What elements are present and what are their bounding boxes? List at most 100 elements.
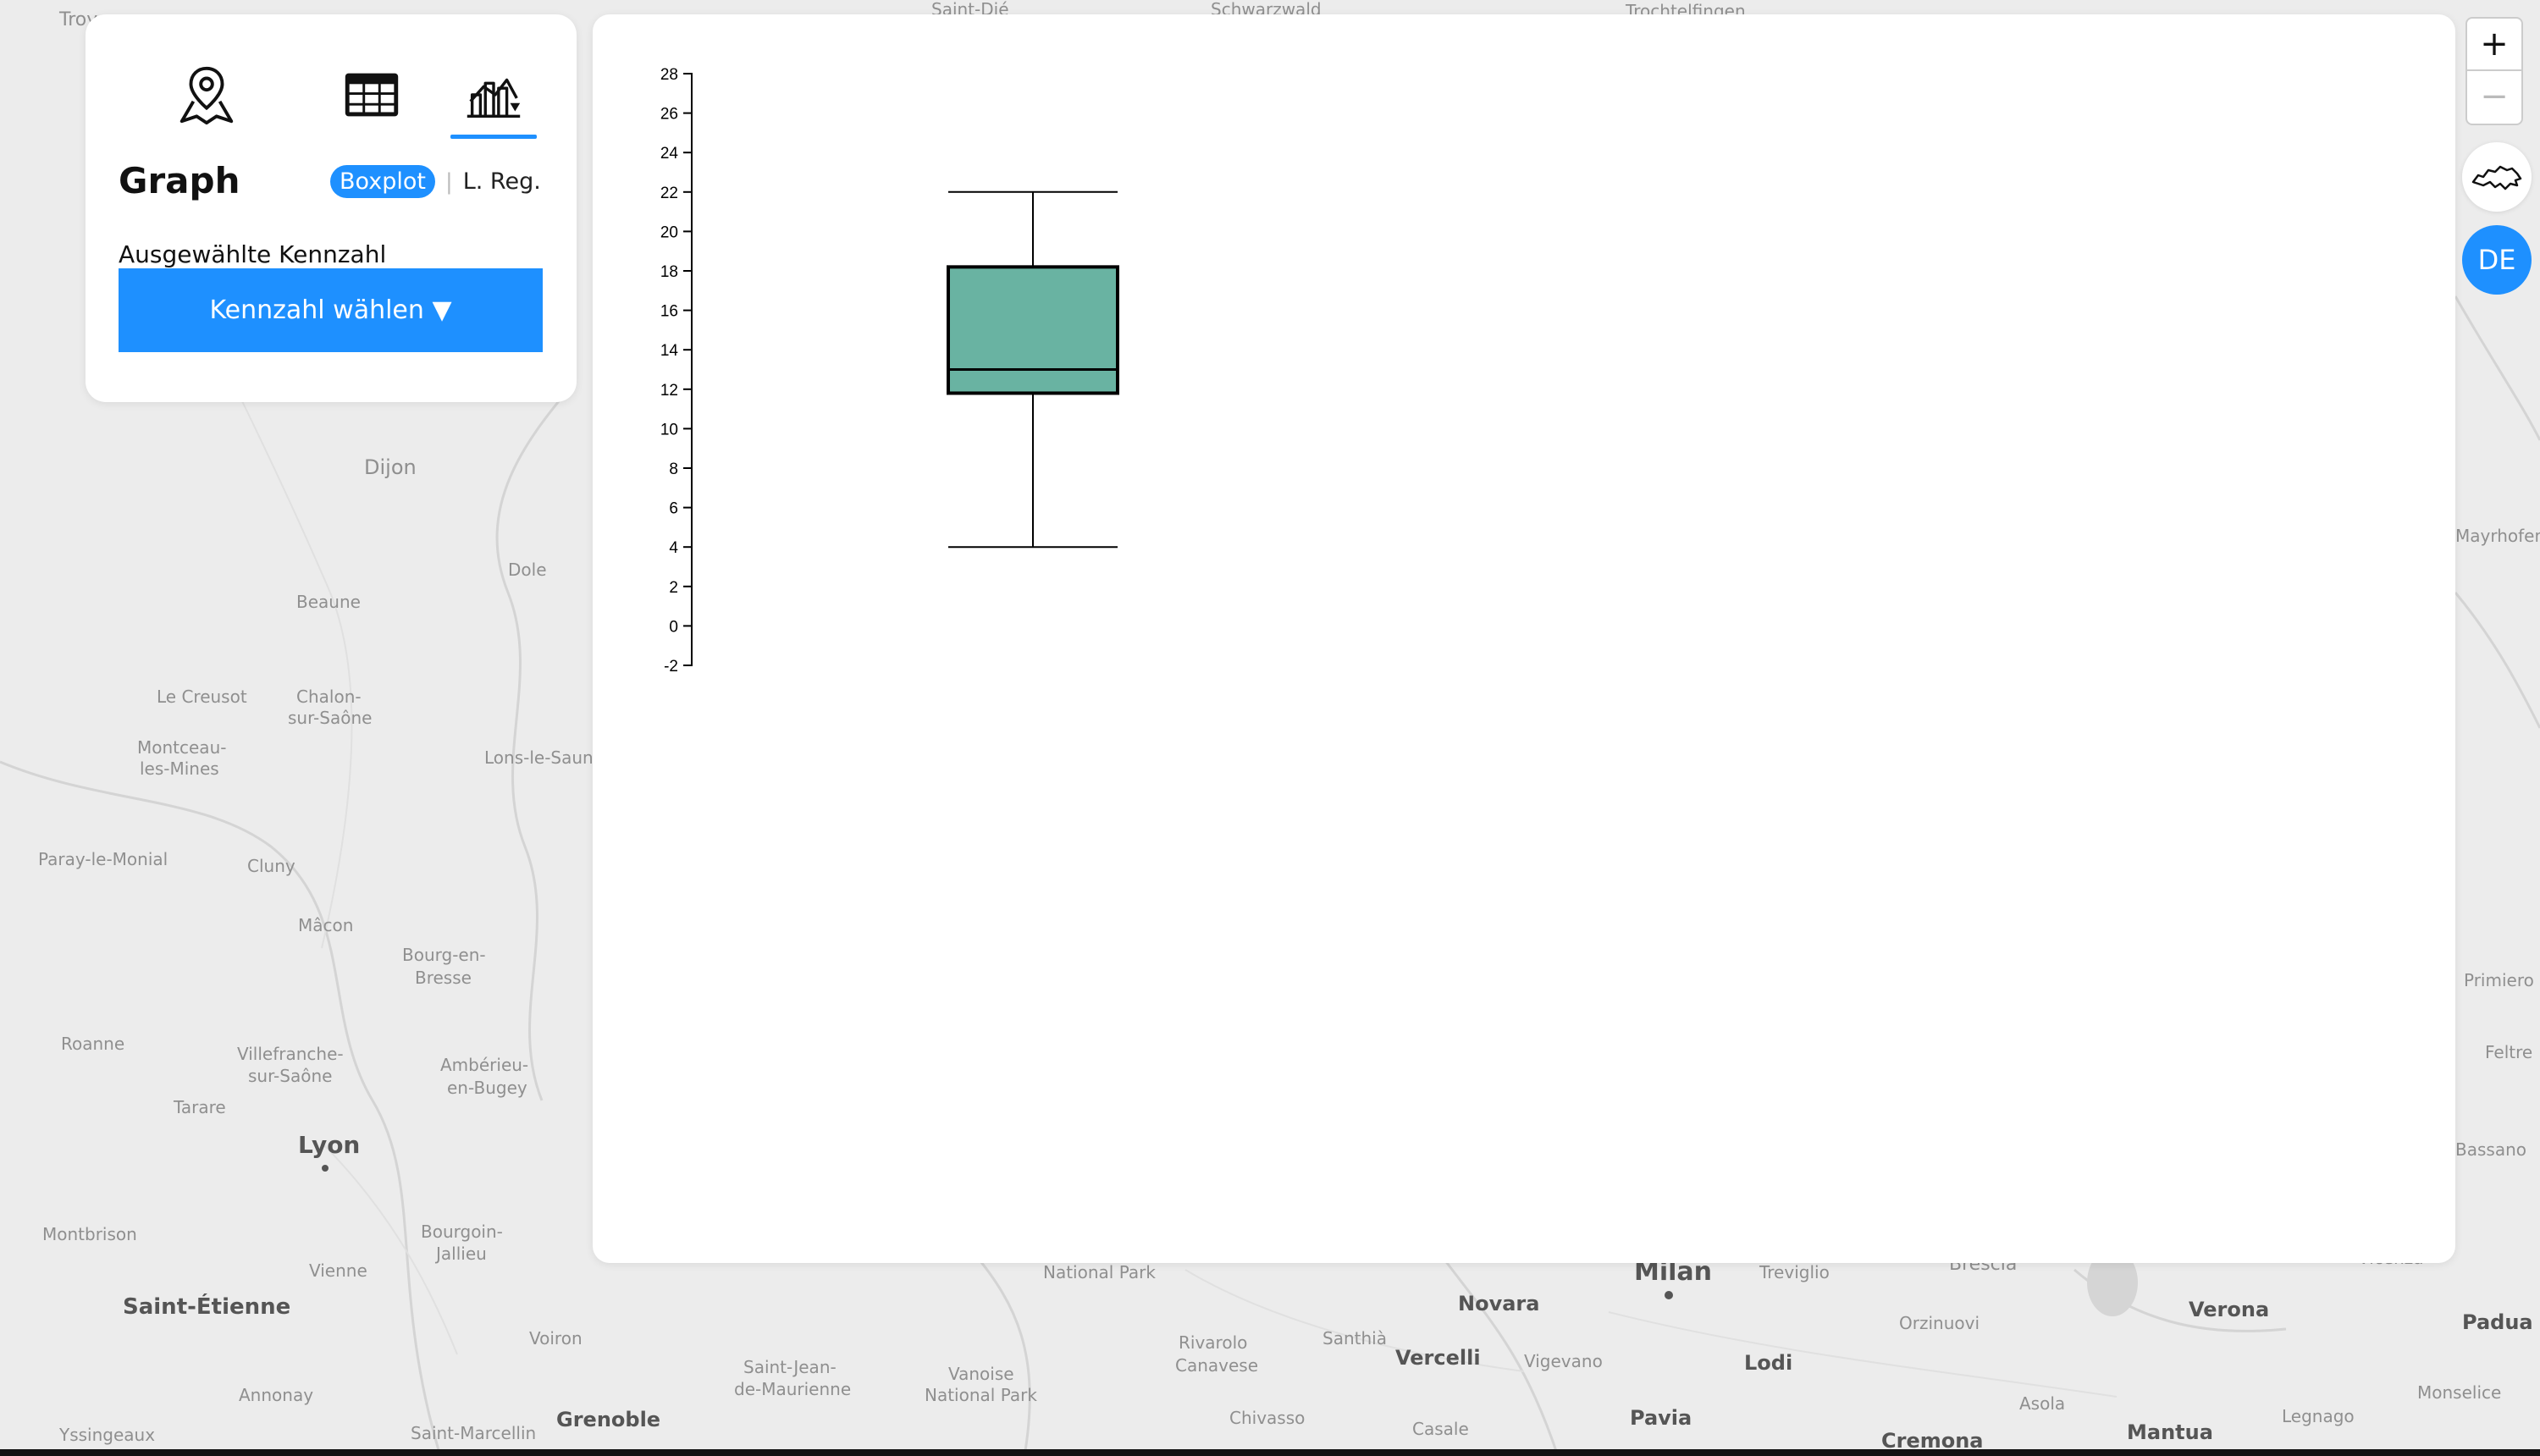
y-tick-label: 22	[660, 185, 678, 202]
y-axis-line	[683, 73, 693, 666]
svg-text:Verona: Verona	[2189, 1298, 2269, 1321]
active-tab-indicator	[450, 135, 537, 139]
svg-text:National Park: National Park	[925, 1385, 1037, 1405]
svg-text:Lodi: Lodi	[1744, 1351, 1792, 1375]
zoom-control: + −	[2465, 17, 2523, 125]
svg-text:Annonay: Annonay	[239, 1385, 313, 1405]
svg-text:Lyon: Lyon	[298, 1131, 360, 1159]
svg-text:Feltre: Feltre	[2485, 1042, 2532, 1062]
y-tick-label: 4	[669, 539, 678, 557]
linear-regression-mode-button[interactable]: L. Reg.	[462, 168, 541, 195]
page-title: Graph	[119, 160, 240, 201]
svg-text:Montbrison: Montbrison	[42, 1224, 137, 1244]
svg-text:Bresse: Bresse	[415, 968, 472, 988]
svg-text:Legnago: Legnago	[2282, 1406, 2355, 1426]
svg-text:Pavia: Pavia	[1630, 1406, 1692, 1430]
chart-panel: -2 0 2 4 6 8 10 12 14 16 18 20 22 24 26 28	[593, 14, 2455, 1263]
svg-text:Mâcon: Mâcon	[298, 915, 353, 935]
y-tick-label: 6	[669, 500, 678, 518]
svg-text:Chalon-: Chalon-	[296, 687, 362, 707]
y-tick-label: 26	[660, 106, 678, 124]
svg-text:Asola: Asola	[2019, 1393, 2065, 1414]
svg-text:Ambérieu-: Ambérieu-	[440, 1055, 528, 1075]
svg-text:Orzinuovi: Orzinuovi	[1899, 1313, 1980, 1333]
zoom-out-button[interactable]: −	[2467, 69, 2521, 122]
svg-text:Villefranche-: Villefranche-	[237, 1044, 344, 1064]
mode-toggle: Boxplot | L. Reg.	[330, 165, 541, 198]
language-button[interactable]: DE	[2462, 225, 2532, 295]
zoom-in-button[interactable]: +	[2480, 25, 2509, 63]
svg-text:Treviglio: Treviglio	[1759, 1262, 1830, 1282]
svg-text:Bourg-en-: Bourg-en-	[402, 945, 486, 965]
svg-text:Tarare: Tarare	[173, 1097, 226, 1117]
y-tick-label: 24	[660, 145, 679, 163]
svg-text:Rivarolo: Rivarolo	[1179, 1332, 1247, 1353]
svg-text:de-Maurienne: de-Maurienne	[734, 1379, 851, 1399]
selected-metric-label: Ausgewählte Kennzahl	[119, 240, 387, 268]
svg-text:Mantua: Mantua	[2127, 1420, 2213, 1444]
svg-text:Mayrhofen: Mayrhofen	[2455, 526, 2540, 546]
svg-text:sur-Saône: sur-Saône	[288, 708, 372, 728]
y-tick-label: 0	[669, 618, 678, 636]
y-tick-label: 12	[660, 382, 678, 400]
svg-text:Padua: Padua	[2462, 1310, 2533, 1334]
svg-text:sur-Saône: sur-Saône	[248, 1066, 332, 1086]
y-tick-label: 2	[669, 579, 678, 597]
svg-text:en-Bugey: en-Bugey	[447, 1078, 527, 1098]
svg-text:Canavese: Canavese	[1175, 1355, 1258, 1376]
interquartile-box	[947, 265, 1119, 395]
select-metric-button[interactable]: Kennzahl wählen ▼	[119, 268, 543, 352]
switzerland-view-button[interactable]	[2462, 142, 2532, 212]
svg-text:Bourgoin-: Bourgoin-	[421, 1222, 503, 1242]
table-tab[interactable]	[325, 48, 418, 141]
svg-text:Yssingeaux: Yssingeaux	[58, 1425, 155, 1445]
svg-text:Vanoise: Vanoise	[948, 1364, 1014, 1384]
svg-text:Vienne: Vienne	[309, 1260, 367, 1281]
boxplot-mode-button[interactable]: Boxplot	[330, 165, 435, 198]
svg-text:Cremona: Cremona	[1881, 1429, 1984, 1453]
svg-text:Cluny: Cluny	[247, 856, 295, 876]
y-tick-label: 28	[660, 66, 678, 84]
svg-text:Beaune: Beaune	[296, 592, 361, 612]
svg-text:Jallieu: Jallieu	[434, 1244, 487, 1264]
y-tick-label: 10	[660, 421, 678, 438]
svg-text:Roanne: Roanne	[61, 1034, 124, 1054]
svg-text:Le Creusot: Le Creusot	[157, 687, 247, 707]
y-tick-label: 20	[660, 223, 678, 241]
table-icon	[345, 73, 399, 117]
svg-text:Saint-Jean-: Saint-Jean-	[743, 1357, 837, 1377]
svg-text:Voiron: Voiron	[529, 1328, 583, 1348]
menu-panel: Graph Boxplot | L. Reg. Ausgewählte Kenn…	[86, 14, 577, 402]
svg-text:Monselice: Monselice	[2417, 1382, 2501, 1403]
svg-text:Novara: Novara	[1458, 1292, 1539, 1315]
y-tick-label: 18	[660, 263, 678, 281]
y-tick-label: 8	[669, 461, 678, 478]
svg-text:Bassano: Bassano	[2455, 1139, 2526, 1160]
svg-text:Santhià: Santhià	[1322, 1328, 1387, 1348]
svg-text:Dole: Dole	[508, 560, 547, 580]
svg-text:Vercelli: Vercelli	[1395, 1346, 1481, 1370]
graph-tab[interactable]	[447, 48, 540, 141]
switzerland-outline-icon	[2471, 165, 2522, 190]
map-tab[interactable]	[160, 48, 253, 141]
chart-icon	[467, 78, 521, 119]
y-tick-label: -2	[664, 658, 678, 676]
svg-text:Saint-Marcellin: Saint-Marcellin	[411, 1423, 536, 1443]
svg-text:Grenoble: Grenoble	[556, 1408, 660, 1431]
svg-text:Casale: Casale	[1412, 1419, 1469, 1439]
y-tick-label: 16	[660, 303, 678, 321]
svg-text:les-Mines: les-Mines	[140, 758, 219, 779]
svg-text:National Park: National Park	[1043, 1262, 1156, 1282]
svg-text:Primiero: Primiero	[2464, 970, 2534, 990]
svg-text:Montceau-: Montceau-	[137, 737, 226, 758]
svg-text:Dijon: Dijon	[364, 455, 417, 479]
svg-text:Chivasso: Chivasso	[1229, 1408, 1305, 1428]
y-tick-label: 14	[660, 342, 679, 360]
map-pin-icon	[179, 66, 234, 125]
svg-text:Saint-Étienne: Saint-Étienne	[123, 1293, 290, 1320]
mode-separator: |	[444, 168, 453, 195]
bottom-strip	[0, 1449, 2540, 1456]
svg-text:Paray-le-Monial: Paray-le-Monial	[38, 849, 168, 869]
svg-text:Vigevano: Vigevano	[1524, 1351, 1603, 1371]
